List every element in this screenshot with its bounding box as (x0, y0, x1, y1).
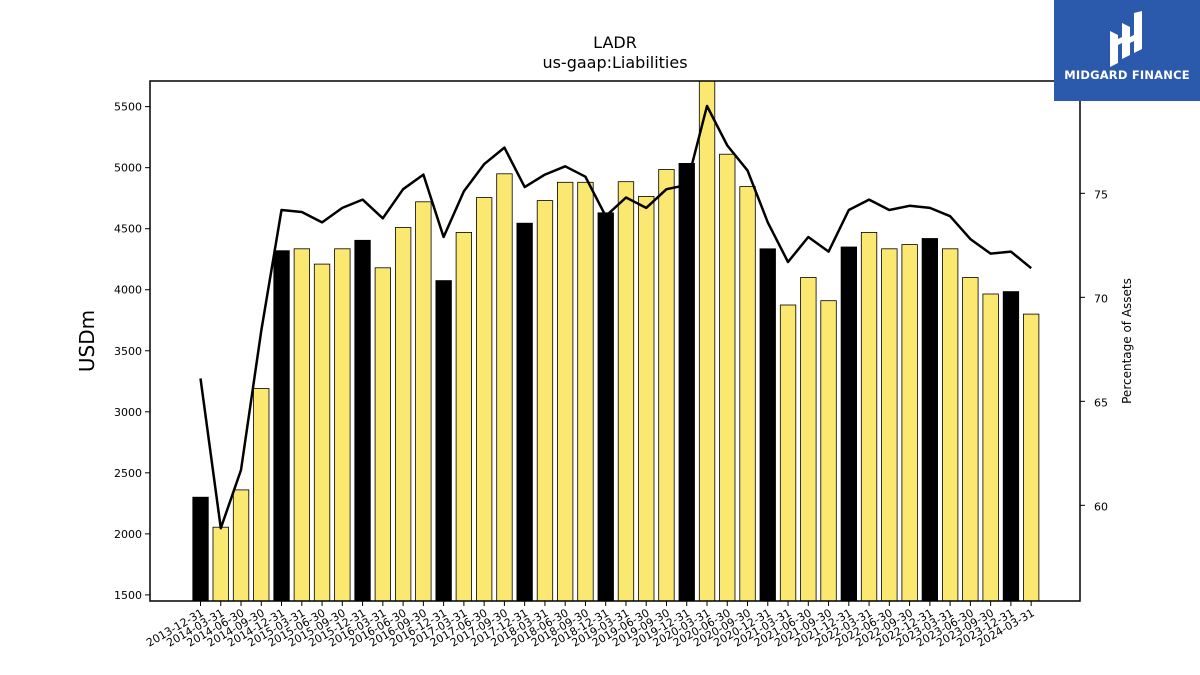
bar-2013-12-31 (192, 496, 209, 602)
bar-2023-09-30 (982, 293, 999, 602)
bar-2016-12-31 (435, 280, 452, 602)
bar-2017-03-31 (455, 231, 473, 602)
bar-2018-09-30 (577, 181, 594, 602)
bar-2018-12-31 (597, 212, 614, 602)
brand-name: MIDGARD FINANCE (1064, 68, 1190, 82)
bar-2023-06-30 (962, 277, 979, 602)
chart-subtitle: us-gaap:Liabilities (542, 53, 687, 72)
bar-2015-09-30 (334, 248, 351, 602)
bar-2021-06-30 (800, 277, 817, 602)
y-tick-label: 2500 (114, 467, 142, 480)
y2-tick-label: 70 (1094, 292, 1108, 305)
bar-2019-06-30 (638, 195, 655, 602)
y2-tick-label: 75 (1094, 188, 1108, 201)
bar-2015-12-31 (354, 239, 371, 602)
bar-2022-03-31 (860, 231, 878, 602)
y-tick-label: 5500 (114, 101, 142, 114)
bar-2017-09-30 (496, 173, 513, 602)
bar-2022-09-30 (901, 244, 918, 602)
bar-series (192, 80, 1040, 602)
y-axis-left: 1500 2000 2500 3000 3500 4000 4500 5000 5500 (114, 101, 150, 602)
bar-2021-03-31 (779, 304, 797, 602)
bar-2020-12-31 (759, 248, 776, 602)
bar-2021-12-31 (840, 246, 857, 602)
bar-2014-06-30 (232, 489, 250, 602)
bar-2020-06-30 (719, 153, 736, 602)
bar-2020-03-31 (698, 80, 716, 602)
logo-mark-icon (1110, 11, 1142, 67)
bar-2023-03-31 (942, 248, 959, 602)
bar-2022-12-31 (921, 238, 938, 602)
plot-frame (149, 80, 1081, 602)
y-tick-label: 3500 (114, 345, 142, 358)
bar-2018-06-30 (557, 181, 574, 602)
bar-2014-12-31 (273, 250, 290, 602)
y2-axis-label: Percentage of Assets (1120, 278, 1134, 404)
bar-2016-06-30 (394, 227, 412, 602)
bar-2019-12-31 (678, 162, 695, 602)
bar-2024-03-31 (1023, 313, 1040, 602)
bar-2017-06-30 (475, 197, 493, 602)
bar-2014-09-30 (253, 388, 270, 602)
bar-2016-03-31 (374, 267, 392, 602)
y2-tick-label: 60 (1094, 500, 1108, 513)
bar-2017-12-31 (516, 222, 533, 602)
y-tick-label: 4000 (114, 284, 142, 297)
y-tick-label: 4500 (114, 223, 142, 236)
y-tick-label: 1500 (114, 589, 142, 602)
bar-2019-03-31 (617, 181, 635, 602)
y-tick-label: 2000 (114, 528, 142, 541)
y-tick-label: 3000 (114, 406, 142, 419)
line-series (199, 104, 1032, 530)
brand-logo: MIDGARD FINANCE (1054, 0, 1200, 101)
bar-2023-12-31 (1002, 291, 1020, 602)
bar-2018-03-31 (536, 200, 554, 602)
y-tick-label: 5000 (114, 162, 142, 175)
bar-2022-06-30 (881, 248, 898, 602)
y2-tick-label: 65 (1094, 396, 1108, 409)
bar-2019-09-30 (658, 169, 675, 602)
percentage-line (199, 104, 1032, 530)
y-axis-label: USDm (75, 310, 99, 372)
bar-2015-06-30 (313, 263, 331, 602)
x-axis: 2013-12-312014-03-312014-06-302014-09-30… (144, 601, 1037, 650)
y-axis-right: 60 65 70 75 (1080, 188, 1108, 513)
bar-2015-03-31 (293, 248, 311, 602)
bar-2020-09-30 (739, 186, 756, 602)
bar-2021-09-30 (820, 300, 837, 602)
bar-2016-09-30 (415, 201, 432, 602)
chart-title: LADR (593, 33, 637, 52)
bar-2014-03-31 (212, 526, 229, 602)
